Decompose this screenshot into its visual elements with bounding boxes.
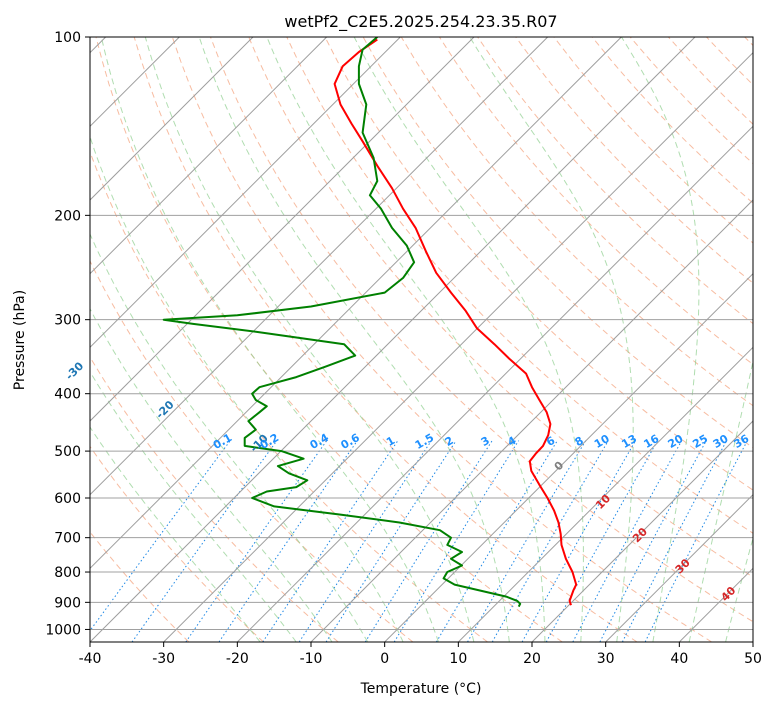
x-tick-label: -10 bbox=[300, 651, 323, 667]
mixing-ratio-line bbox=[90, 440, 231, 632]
moist-adiabat bbox=[621, 37, 700, 642]
isotherm bbox=[90, 37, 696, 642]
y-tick-label: 900 bbox=[54, 595, 81, 611]
mixing-ratio-line bbox=[644, 440, 748, 642]
plot-frame bbox=[89, 36, 754, 643]
y-tick-label: 500 bbox=[54, 444, 81, 460]
dewpoint-profile bbox=[162, 37, 522, 608]
isotherm bbox=[605, 493, 753, 642]
mixing-ratio-line bbox=[325, 440, 457, 642]
dry-adiabat-label: -40 bbox=[0, 318, 2, 341]
y-axis-ticks: 100 200 300 400 500 600 700 800 900 1000 bbox=[45, 30, 90, 638]
isotherm bbox=[90, 37, 401, 349]
plot-background bbox=[90, 37, 753, 642]
dry-adiabat bbox=[324, 37, 753, 491]
mixing-ratio-line bbox=[467, 440, 587, 642]
moist-adiabat bbox=[266, 37, 546, 642]
x-tick-label: 30 bbox=[597, 651, 615, 667]
dry-adiabat bbox=[95, 37, 563, 642]
moist-adiabat bbox=[688, 359, 753, 642]
y-tick-label: 300 bbox=[54, 313, 81, 329]
isotherm bbox=[384, 272, 753, 642]
x-tick-label: 0 bbox=[380, 651, 389, 667]
moist-adiabat bbox=[90, 135, 404, 642]
temperature-profile bbox=[333, 38, 578, 606]
moist-adiabat bbox=[353, 37, 584, 642]
x-tick-label: 10 bbox=[449, 651, 467, 667]
dry-adiabat bbox=[90, 445, 264, 642]
chart-title: wetPf2_C2E5.2025.254.23.35.R07 bbox=[284, 12, 557, 32]
dry-adiabat bbox=[515, 37, 753, 284]
dry-adiabat bbox=[90, 356, 339, 642]
mixing-ratio-line bbox=[131, 440, 278, 642]
moist-adiabat bbox=[90, 426, 261, 642]
dry-adiabat bbox=[286, 37, 753, 534]
mixing-ratio-line bbox=[435, 440, 558, 642]
mixing-ratio-line bbox=[298, 440, 432, 642]
isotherm bbox=[531, 420, 753, 642]
mixing-ratio-line bbox=[545, 440, 659, 642]
moist-adiabat bbox=[725, 536, 753, 642]
x-axis-ticks: -40 -30 -20 -10 0 10 20 30 40 50 bbox=[79, 642, 762, 667]
x-tick-label: 20 bbox=[523, 651, 541, 667]
profiles bbox=[162, 37, 578, 608]
moist-adiabat bbox=[144, 37, 475, 642]
moist-adiabat bbox=[90, 370, 297, 642]
y-tick-label: 400 bbox=[54, 387, 81, 403]
dry-adiabat bbox=[248, 37, 753, 578]
dry-adiabat bbox=[90, 259, 414, 642]
isotherm bbox=[90, 37, 475, 422]
dry-adiabat bbox=[210, 37, 753, 623]
isotherm bbox=[90, 37, 254, 201]
isotherm bbox=[90, 37, 622, 570]
x-axis-label: Temperature (°C) bbox=[360, 681, 482, 697]
moist-adiabat bbox=[90, 307, 333, 642]
moist-adiabat bbox=[100, 37, 439, 642]
y-tick-label: 200 bbox=[54, 208, 81, 224]
dry-adiabat bbox=[171, 37, 712, 642]
isotherm bbox=[752, 641, 753, 642]
pressure-gridlines bbox=[90, 37, 753, 630]
x-tick-label: 40 bbox=[670, 651, 688, 667]
isotherm bbox=[310, 199, 753, 642]
y-tick-label: 600 bbox=[54, 491, 81, 507]
mixing-ratio-line bbox=[491, 440, 609, 642]
isotherm bbox=[236, 125, 753, 642]
y-axis-label: Pressure (hPa) bbox=[12, 290, 28, 390]
mixing-ratio-line bbox=[262, 440, 399, 642]
mixing-ratio-line bbox=[364, 440, 493, 642]
x-tick-label: -20 bbox=[226, 651, 249, 667]
x-tick-label: -30 bbox=[152, 651, 175, 667]
moist-adiabat bbox=[198, 37, 510, 642]
mixing-ratio-line bbox=[572, 440, 683, 642]
isotherm bbox=[90, 37, 549, 496]
y-tick-label: 100 bbox=[54, 30, 81, 46]
isotherm bbox=[90, 37, 328, 275]
x-tick-label: 50 bbox=[744, 651, 762, 667]
moist-adiabat bbox=[90, 232, 369, 642]
y-tick-label: 800 bbox=[54, 565, 81, 581]
dry-adiabat-label: -30 bbox=[63, 359, 86, 382]
x-tick-label: -40 bbox=[79, 651, 102, 667]
y-tick-label: 1000 bbox=[45, 622, 81, 638]
isotherm bbox=[163, 51, 753, 642]
dry-adiabat bbox=[133, 37, 638, 642]
isotherm bbox=[457, 346, 753, 642]
y-tick-label: 700 bbox=[54, 531, 81, 547]
